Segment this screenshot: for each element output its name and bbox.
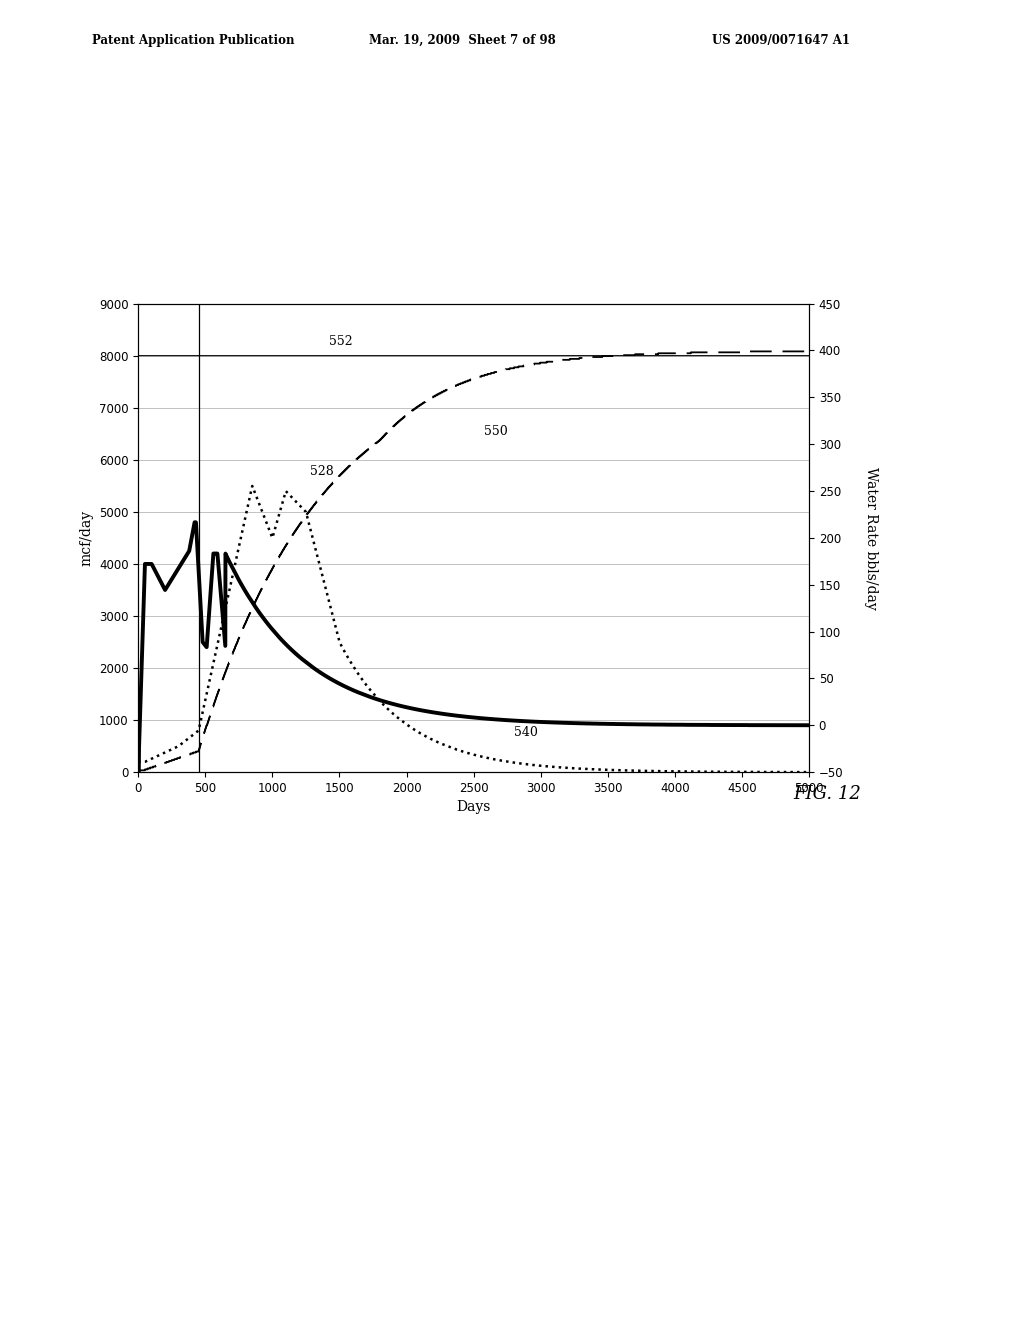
Y-axis label: Water Rate bbls/day: Water Rate bbls/day <box>864 466 879 610</box>
Y-axis label: mcf/day: mcf/day <box>79 510 93 566</box>
Text: 550: 550 <box>484 425 508 438</box>
Text: 540: 540 <box>514 726 538 739</box>
Text: US 2009/0071647 A1: US 2009/0071647 A1 <box>712 33 850 46</box>
Text: 552: 552 <box>329 335 352 348</box>
X-axis label: Days: Days <box>457 800 490 814</box>
Text: FIG. 12: FIG. 12 <box>794 784 861 803</box>
Text: Mar. 19, 2009  Sheet 7 of 98: Mar. 19, 2009 Sheet 7 of 98 <box>369 33 555 46</box>
Text: 528: 528 <box>310 466 334 478</box>
Text: Patent Application Publication: Patent Application Publication <box>92 33 295 46</box>
